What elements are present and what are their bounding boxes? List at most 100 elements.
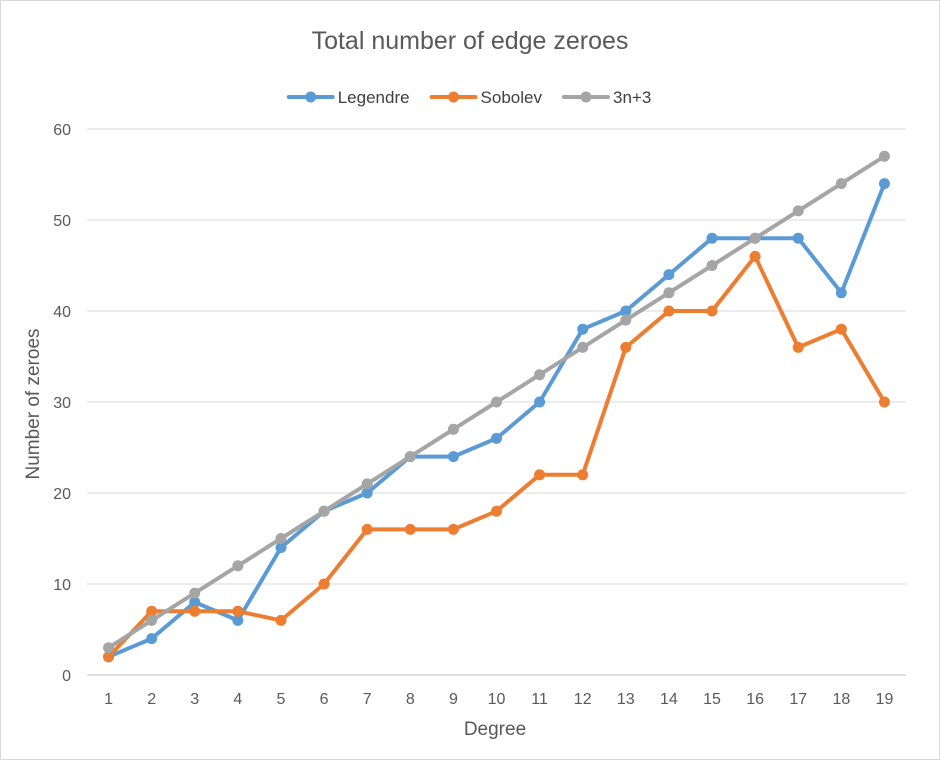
data-point [361, 523, 373, 535]
legend-label: Sobolev [481, 88, 543, 107]
y-axis-ticks: 0 10 20 30 40 50 60 [53, 122, 71, 685]
data-point [146, 605, 158, 617]
series-sobolev [103, 250, 890, 663]
data-point [792, 205, 804, 217]
y-tick-label: 20 [53, 486, 71, 503]
data-point [447, 451, 459, 463]
x-tick-label: 9 [449, 691, 458, 708]
x-tick-label: 19 [876, 691, 894, 708]
data-point [706, 260, 718, 271]
x-tick-label: 2 [147, 691, 156, 708]
x-tick-label: 10 [488, 691, 506, 708]
data-point [491, 432, 502, 444]
x-tick-label: 12 [574, 691, 592, 708]
data-point [404, 451, 416, 463]
data-point [620, 314, 632, 326]
data-point [447, 423, 459, 435]
data-point [491, 396, 502, 408]
series-line [106, 254, 887, 659]
data-point [404, 523, 416, 535]
data-point [878, 396, 890, 408]
chart-title: Total number of edge zeroes [312, 27, 629, 55]
y-tick-label: 40 [53, 304, 71, 321]
data-point [620, 341, 632, 353]
data-point [275, 542, 287, 554]
data-point [232, 560, 244, 572]
data-point [318, 505, 330, 517]
data-point [577, 323, 589, 335]
x-tick-label: 17 [789, 691, 807, 708]
data-point [491, 505, 502, 517]
data-point [232, 614, 244, 626]
y-tick-label: 10 [53, 577, 71, 594]
data-point [663, 305, 675, 317]
x-tick-label: 16 [746, 691, 764, 708]
data-point [447, 523, 459, 535]
legend-swatch-marker [580, 91, 592, 103]
legend-item: 3n+3 [561, 88, 651, 107]
x-tick-label: 7 [363, 691, 372, 708]
data-point [577, 469, 589, 481]
data-point [146, 633, 158, 645]
data-point [534, 369, 546, 381]
legend: Legendre Sobolev 3n+3 [286, 88, 651, 107]
x-tick-label: 8 [406, 691, 415, 708]
data-point [361, 478, 373, 490]
y-tick-label: 0 [62, 668, 71, 685]
data-point [146, 614, 158, 626]
series-legendre [103, 178, 890, 663]
data-point [275, 614, 287, 626]
data-point [318, 578, 330, 590]
data-point [706, 232, 718, 244]
data-point [103, 651, 115, 663]
data-point [275, 533, 287, 544]
series-3n-3 [103, 150, 890, 654]
x-tick-label: 1 [104, 691, 113, 708]
data-point [792, 341, 804, 353]
x-tick-label: 18 [832, 691, 850, 708]
data-point [577, 341, 589, 353]
data-point [663, 287, 675, 299]
x-tick-label: 15 [703, 691, 721, 708]
data-point [189, 587, 201, 599]
data-point [620, 305, 632, 317]
data-point [534, 469, 546, 481]
data-point [103, 642, 115, 654]
legend-item: Legendre [286, 88, 410, 107]
x-tick-label: 6 [320, 691, 329, 708]
data-point [835, 287, 847, 299]
x-tick-label: 3 [190, 691, 199, 708]
data-point [534, 396, 546, 408]
data-point [663, 269, 675, 281]
data-point [706, 305, 718, 317]
y-axis-label: Number of zeroes [23, 328, 44, 479]
data-point [189, 596, 201, 608]
x-tick-label: 11 [531, 691, 548, 708]
data-point [878, 178, 890, 190]
x-tick-label: 4 [233, 691, 242, 708]
legend-swatch-marker [448, 91, 460, 103]
legend-item: Sobolev [429, 88, 543, 107]
x-axis-ticks: 1 2 3 4 5 6 7 8 9 10 11 12 13 14 15 16 17 18 19 [104, 691, 893, 708]
data-point [361, 487, 373, 499]
x-tick-label: 13 [617, 691, 635, 708]
gridlines [87, 128, 906, 676]
series-line [106, 181, 887, 659]
data-point [189, 605, 201, 617]
legend-label: 3n+3 [613, 88, 651, 107]
legend-label: Legendre [338, 88, 410, 107]
x-tick-label: 5 [277, 691, 286, 708]
legend-swatch-marker [305, 91, 317, 103]
data-point [835, 323, 847, 335]
y-tick-label: 30 [53, 395, 71, 412]
data-point [835, 178, 847, 190]
data-point [232, 605, 244, 617]
series-layer [103, 150, 890, 663]
y-tick-label: 50 [53, 213, 71, 230]
y-tick-label: 60 [53, 122, 71, 139]
data-point [749, 232, 761, 244]
data-point [792, 232, 804, 244]
data-point [878, 150, 890, 162]
